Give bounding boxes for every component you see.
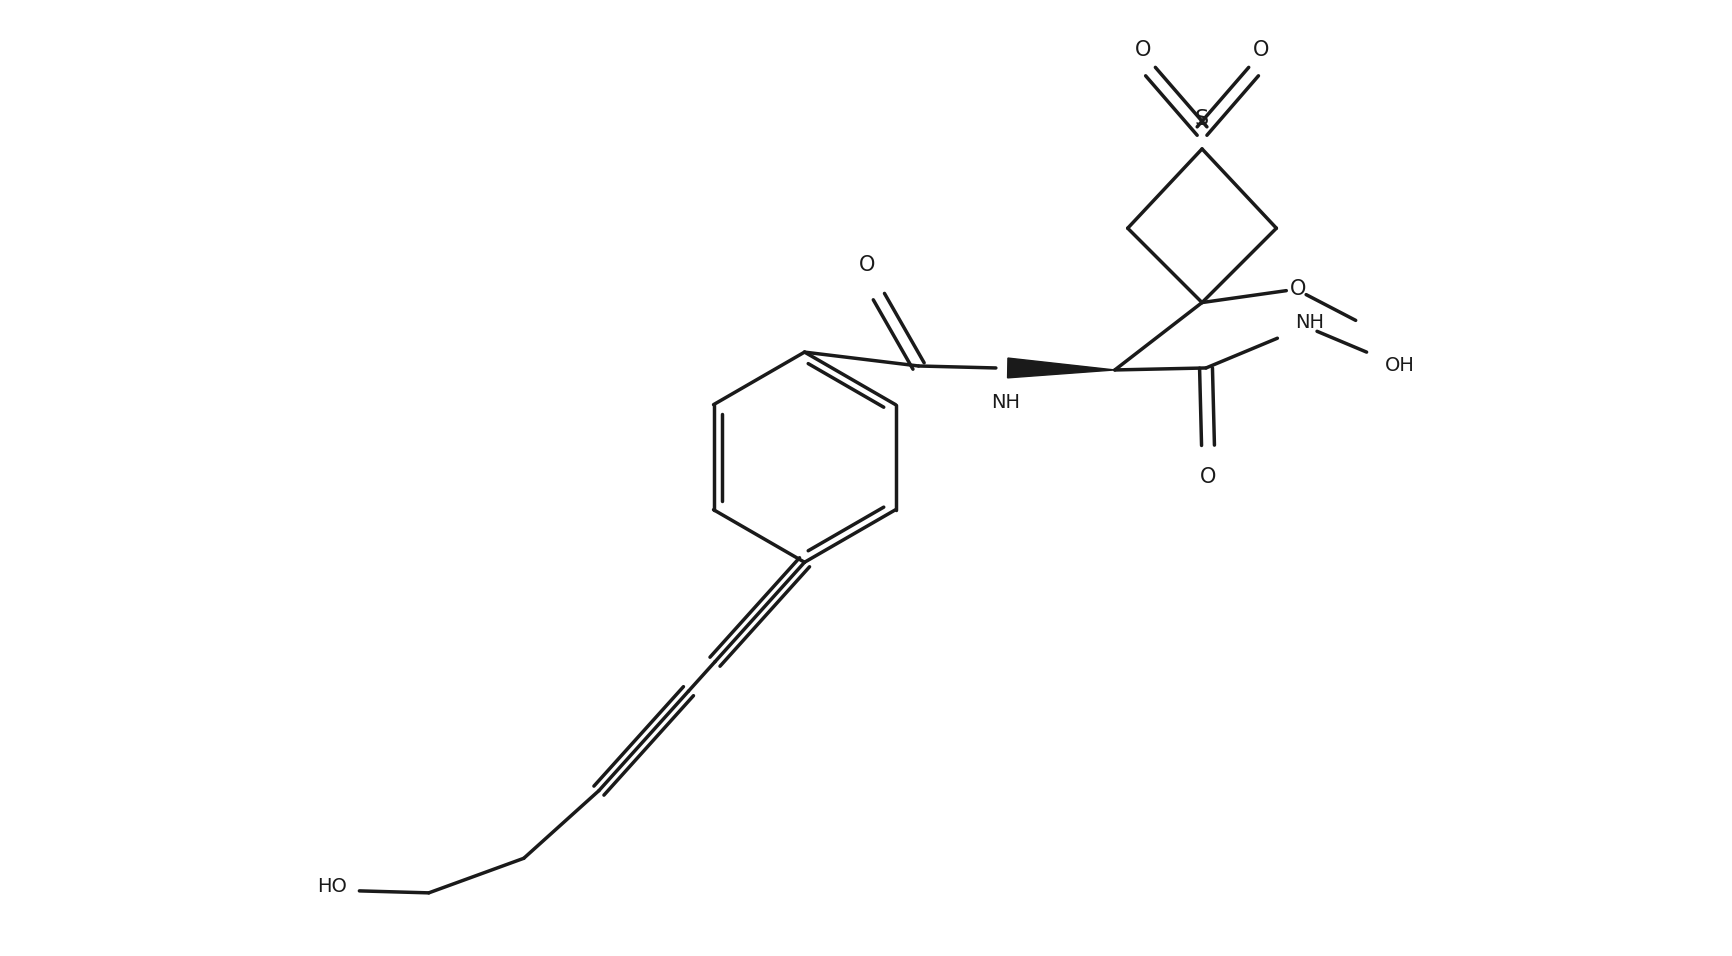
Text: O: O (1199, 467, 1216, 488)
Text: O: O (1134, 40, 1150, 60)
Text: HO: HO (317, 878, 348, 897)
Text: O: O (1290, 278, 1306, 298)
Text: O: O (1252, 40, 1270, 60)
Text: NH: NH (991, 393, 1020, 412)
Text: O: O (859, 255, 875, 274)
Text: NH: NH (1294, 313, 1323, 332)
Text: OH: OH (1384, 357, 1413, 376)
Polygon shape (1006, 358, 1114, 378)
Text: S: S (1195, 109, 1209, 129)
